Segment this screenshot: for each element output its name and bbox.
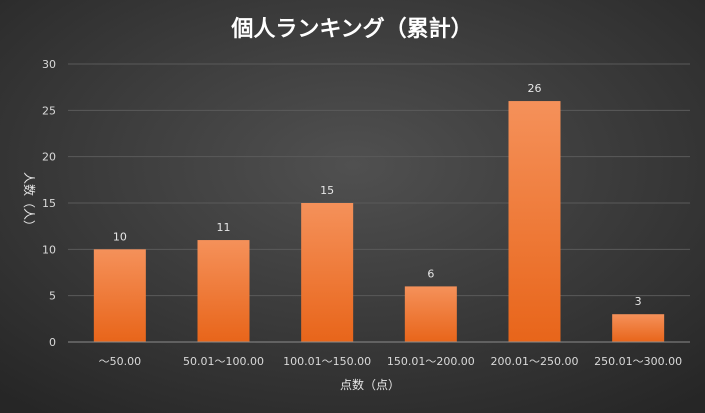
y-axis-label: 人数（人） <box>22 172 37 232</box>
x-tick-label: 100.01～150.00 <box>283 355 371 368</box>
y-tick-label: 0 <box>49 336 56 349</box>
bar-data-label: 11 <box>217 221 231 234</box>
y-tick-label: 10 <box>42 243 56 256</box>
bar-data-label: 10 <box>113 230 127 243</box>
x-axis-ticks: ～50.00 50.01～100.00 100.01～150.00 150.01～20… <box>99 355 683 368</box>
x-tick-label: 200.01～250.00 <box>491 355 579 368</box>
y-tick-label: 15 <box>42 197 56 210</box>
y-tick-label: 5 <box>49 290 56 303</box>
bar <box>93 249 146 342</box>
bar-data-label: 6 <box>427 267 434 280</box>
x-tick-label: ～50.00 <box>99 355 142 368</box>
bar-data-label: 26 <box>528 82 542 95</box>
bar <box>301 203 354 342</box>
bar <box>612 314 665 342</box>
y-axis-ticks: 0 5 10 15 20 25 30 <box>42 58 56 349</box>
bar-data-label: 3 <box>635 295 642 308</box>
x-tick-label: 50.01～100.00 <box>183 355 264 368</box>
bar-data-label: 15 <box>320 184 334 197</box>
chart-title: 個人ランキング（累計） <box>230 16 472 42</box>
data-labels: 10 11 15 6 26 3 <box>113 82 642 308</box>
bars <box>93 101 665 342</box>
bar <box>197 240 250 342</box>
y-tick-label: 25 <box>42 104 56 117</box>
x-tick-label: 250.01～300.00 <box>594 355 682 368</box>
bar <box>404 286 457 342</box>
gridlines <box>68 63 690 297</box>
y-tick-label: 20 <box>42 151 56 164</box>
bar <box>508 101 561 342</box>
x-axis-label: 点数（点） <box>340 377 400 392</box>
y-tick-label: 30 <box>42 58 56 71</box>
x-tick-label: 150.01～200.00 <box>387 355 475 368</box>
